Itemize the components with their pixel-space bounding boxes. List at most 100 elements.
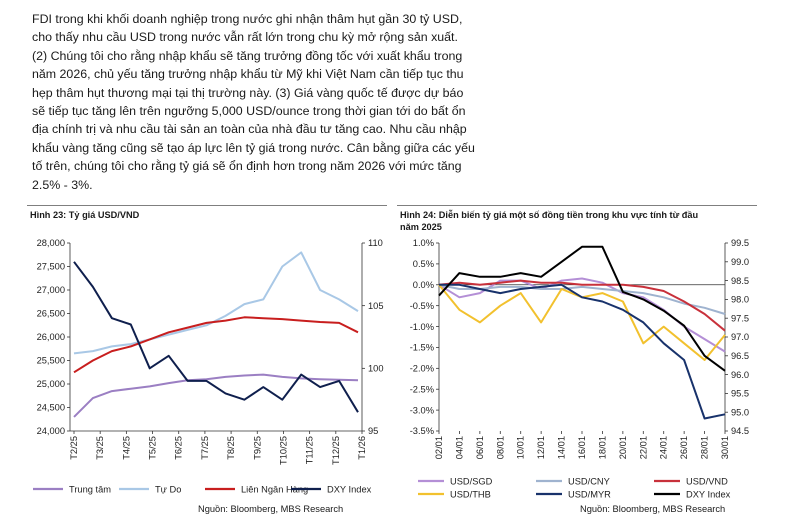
figure24-source: Nguồn: Bloomberg, MBS Research (580, 504, 726, 514)
paragraph-line: địa chính trị và nhu cầu tài sản an toàn… (32, 122, 467, 137)
series-line-trung-t-m (73, 373, 359, 418)
x-tick-label: 16/01 (577, 436, 587, 459)
legend-label-usd-sgd: USD/SGD (450, 477, 493, 487)
legend-label-usd-vnd: USD/VND (686, 477, 728, 487)
left-tick-label: 25,500 (37, 356, 65, 366)
x-tick-label: T2/25 (69, 436, 79, 460)
x-tick-label: 26/01 (679, 436, 689, 459)
x-tick-label: 08/01 (495, 436, 505, 459)
left-tick-label: 0.0% (413, 280, 434, 290)
figure24-title-line: Hình 24: Diễn biến tỷ giá một số đồng ti… (400, 210, 699, 220)
left-tick-label: -1.0% (410, 322, 434, 332)
series-line-dxy-index (73, 261, 359, 413)
x-tick-label: T6/25 (174, 436, 184, 460)
left-tick-label: -1.5% (410, 343, 434, 353)
right-tick-label: 95 (368, 426, 378, 436)
right-tick-label: 98.5 (731, 276, 749, 286)
right-tick-label: 95.5 (731, 389, 749, 399)
right-tick-label: 99.0 (731, 257, 749, 267)
series-line-usd-cny (438, 283, 726, 315)
x-tick-label: 02/01 (434, 436, 444, 459)
series-line-t-do (73, 251, 359, 355)
right-tick-label: 96.5 (731, 351, 749, 361)
x-tick-label: T11/25 (305, 436, 315, 464)
legend-label-li-n-ng-n-h-ng: Liên Ngân Hàng (241, 485, 308, 495)
left-tick-label: -2.0% (410, 364, 434, 374)
left-tick-label: -3.0% (410, 405, 434, 415)
left-tick-label: 24,000 (37, 426, 65, 436)
figure24-title-line: năm 2025 (400, 222, 442, 232)
legend-label-t-do: Tự Do (155, 485, 181, 495)
x-tick-label: T7/25 (200, 436, 210, 460)
figure24-title-rule (397, 205, 757, 206)
paragraph-line: sẽ tiếp tục tăng lên trên ngưỡng 5,000 U… (32, 104, 466, 119)
x-tick-label: T4/25 (121, 436, 131, 460)
right-tick-label: 97.0 (731, 332, 749, 342)
series-line-li-n-ng-n-h-ng (73, 316, 359, 374)
series-line-usd-thb (438, 284, 726, 361)
paragraph-line: khẩu vàng tăng cũng sẽ tạo áp lực lên tỷ… (32, 140, 475, 155)
left-tick-label: 26,000 (37, 332, 65, 342)
x-tick-label: 06/01 (475, 436, 485, 459)
legend-label-dxy-index: DXY Index (327, 485, 372, 495)
x-tick-label: T9/25 (252, 436, 262, 460)
right-tick-label: 98.0 (731, 295, 749, 305)
right-tick-label: 100 (368, 364, 384, 374)
right-tick-label: 99.5 (731, 238, 749, 248)
figure23-title-rule (27, 205, 387, 206)
series-line-usd-vnd (438, 279, 726, 332)
x-tick-label: T12/25 (331, 436, 341, 465)
x-tick-label: 04/01 (454, 436, 464, 459)
x-tick-label: 28/01 (700, 436, 710, 459)
legend-label-trung-t-m: Trung tâm (69, 485, 111, 495)
left-tick-label: -0.5% (410, 301, 434, 311)
right-tick-label: 97.5 (731, 313, 749, 323)
x-tick-label: T5/25 (148, 436, 158, 460)
paragraph-line: 2.5% - 3%. (32, 177, 93, 192)
legend-label-dxy-index: DXY Index (686, 490, 731, 500)
x-tick-label: 18/01 (597, 436, 607, 459)
right-tick-label: 95.0 (731, 407, 749, 417)
paragraph-line: năm 2026, chủ yếu tăng trưởng nhập khẩu … (32, 67, 464, 82)
figure23-title-text: Hình 23: Tỷ giá USD/VND (30, 210, 140, 220)
left-tick-label: 27,000 (37, 285, 65, 295)
figure23-title: Hình 23: Tỷ giá USD/VND (30, 209, 139, 221)
x-tick-label: 20/01 (618, 436, 628, 459)
left-tick-label: 0.5% (413, 259, 434, 269)
left-tick-label: 27,500 (37, 262, 65, 272)
figure23-source: Nguồn: Bloomberg, MBS Research (198, 504, 344, 514)
x-tick-label: 10/01 (516, 436, 526, 459)
figure24-title: Hình 24: Diễn biến tỷ giá một số đồng ti… (400, 209, 698, 233)
paragraph-line: FDI trong khi khối doanh nghiệp trong nư… (32, 12, 463, 26)
series-line-usd-myr (439, 283, 726, 420)
right-tick-label: 110 (368, 238, 383, 248)
left-tick-label: -3.5% (410, 426, 434, 436)
x-tick-label: 24/01 (659, 436, 669, 459)
left-tick-label: 1.0% (413, 238, 434, 248)
paragraph-line: cho thấy nhu cầu USD trong nước vẫn rất … (32, 30, 458, 45)
paragraph-line: tố trên, chúng tôi cho rằng tỷ giá sẽ ổn… (32, 159, 462, 174)
x-tick-label: T8/25 (226, 436, 236, 460)
left-tick-label: -2.5% (410, 384, 434, 394)
body-paragraph: FDI trong khi khối doanh nghiệp trong nư… (32, 10, 502, 194)
x-tick-label: T3/25 (95, 436, 105, 460)
paragraph-line: hẹp thâm hụt thương mại tại thị trường n… (32, 85, 464, 100)
x-tick-label: 30/01 (720, 436, 730, 459)
left-tick-label: 25,000 (37, 379, 65, 389)
legend-label-usd-thb: USD/THB (450, 490, 491, 500)
x-tick-label: T1/26 (357, 436, 367, 460)
x-tick-label: 14/01 (557, 436, 567, 459)
right-tick-label: 96.0 (731, 370, 749, 380)
paragraph-line: (2) Chúng tôi cho rằng nhập khẩu sẽ tăng… (32, 48, 463, 63)
right-tick-label: 105 (368, 301, 384, 311)
right-tick-label: 94.5 (731, 426, 749, 436)
x-tick-label: 22/01 (638, 436, 648, 459)
legend-label-usd-cny: USD/CNY (568, 477, 610, 487)
left-tick-label: 26,500 (37, 309, 65, 319)
series-line-dxy-index (438, 245, 726, 372)
legend-label-usd-myr: USD/MYR (568, 490, 611, 500)
left-tick-label: 28,000 (37, 238, 65, 248)
x-tick-label: T10/25 (278, 436, 288, 465)
